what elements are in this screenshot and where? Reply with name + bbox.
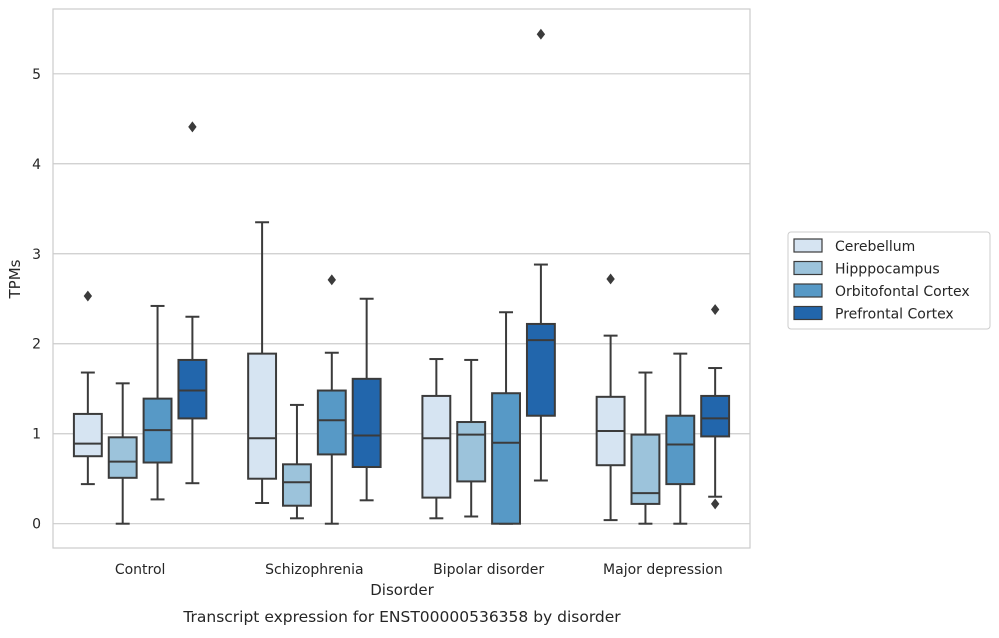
box-orbitofontal-cortex <box>665 414 696 486</box>
y-tick-label: 4 <box>32 157 41 173</box>
y-tick-label: 2 <box>32 337 41 353</box>
box-prefrontal-cortex <box>351 377 382 469</box>
x-tick-label: Control <box>115 562 166 578</box>
y-tick-label: 3 <box>32 247 41 263</box>
legend-swatch <box>793 260 823 276</box>
outlier-point <box>710 498 720 510</box>
x-tick-label: Bipolar disorder <box>433 562 544 578</box>
box-cerebellum <box>247 352 278 480</box>
outlier-point <box>710 304 720 316</box>
box-hipppocampus <box>282 463 312 507</box>
y-tick-label: 0 <box>32 517 41 533</box>
box-prefrontal-cortex <box>700 394 731 438</box>
box-cerebellum <box>421 394 452 499</box>
y-tick-label: 5 <box>32 67 41 83</box>
x-axis-label: Disorder <box>370 581 434 599</box>
outlier-point <box>188 121 197 133</box>
y-tick-label: 1 <box>32 427 41 443</box>
boxes <box>72 28 731 525</box>
legend-swatch <box>793 283 823 298</box>
legend-label: Orbitofontal Cortex <box>835 284 970 300</box>
outlier-point <box>83 290 93 302</box>
box-cerebellum <box>72 412 103 458</box>
legend-swatch <box>793 305 823 321</box>
box-prefrontal-cortex <box>525 322 556 417</box>
chart-title: Transcript expression for ENST0000053635… <box>182 608 621 626</box>
legend-label: Prefrontal Cortex <box>835 307 954 323</box>
legend-swatch <box>793 238 823 253</box>
box-prefrontal-cortex <box>177 358 208 420</box>
legend-label: Cerebellum <box>835 239 915 255</box>
box-orbitofontal-cortex <box>491 392 521 525</box>
y-axis-label: TPMs <box>6 259 24 299</box>
legend-label: Hipppocampus <box>835 262 940 278</box>
box-hipppocampus <box>456 421 487 483</box>
outlier-point <box>327 274 336 286</box>
box-orbitofontal-cortex <box>316 389 347 456</box>
outlier-point <box>536 28 546 40</box>
outlier-point <box>606 273 615 285</box>
legend: Cerebellum Hipppocampus Orbitofontal Corte… <box>787 231 991 330</box>
x-tick-labels: Control Schizophrenia Bipolar disorder Majo… <box>115 562 723 578</box>
y-tick-labels: 0 1 2 3 4 5 <box>32 67 41 533</box>
plot-frame <box>52 8 751 549</box>
x-tick-label: Major depression <box>603 562 723 578</box>
x-tick-label: Schizophrenia <box>265 562 363 578</box>
box-hipppocampus <box>107 436 138 479</box>
legend-frame <box>787 231 991 330</box>
